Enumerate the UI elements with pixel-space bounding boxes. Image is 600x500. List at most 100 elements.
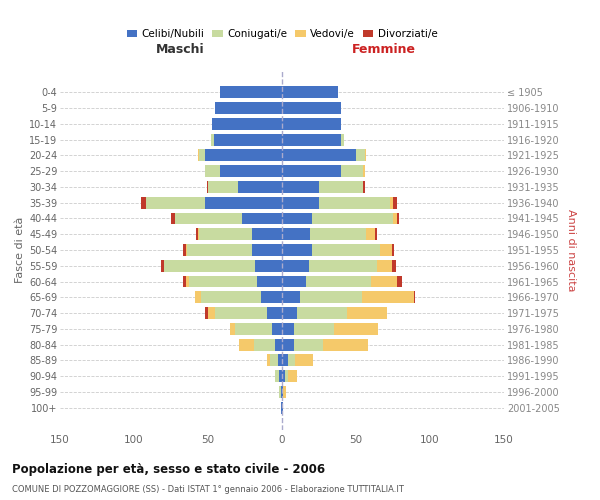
Bar (279, 386, 281, 398)
Bar (211, 134, 214, 145)
Bar (305, 276, 371, 287)
Bar (275, 338, 282, 350)
Bar (261, 292, 282, 303)
Bar (253, 244, 282, 256)
Bar (282, 181, 319, 193)
Bar (142, 197, 146, 208)
Bar (282, 244, 311, 256)
Bar (371, 276, 397, 287)
Bar (392, 260, 396, 272)
Bar (194, 292, 200, 303)
Bar (393, 197, 397, 208)
Bar (220, 165, 282, 177)
Bar (189, 276, 257, 287)
Bar (282, 228, 310, 240)
Bar (279, 370, 282, 382)
Bar (364, 165, 365, 177)
Bar (311, 212, 393, 224)
Bar (282, 292, 300, 303)
Bar (161, 260, 164, 272)
Bar (282, 338, 294, 350)
Bar (365, 150, 367, 162)
Bar (390, 197, 393, 208)
Bar (278, 354, 282, 366)
Bar (257, 276, 282, 287)
Bar (341, 134, 344, 145)
Bar (205, 165, 220, 177)
Bar (397, 212, 399, 224)
Bar (377, 260, 392, 272)
Bar (205, 197, 282, 208)
Bar (242, 212, 282, 224)
Bar (206, 181, 208, 193)
Bar (295, 354, 313, 366)
Bar (275, 370, 279, 382)
Bar (282, 323, 294, 335)
Bar (205, 307, 208, 319)
Bar (215, 102, 282, 114)
Bar (212, 118, 282, 130)
Bar (200, 292, 261, 303)
Bar (282, 370, 285, 382)
Bar (267, 354, 270, 366)
Bar (183, 276, 186, 287)
Bar (282, 260, 308, 272)
Bar (256, 260, 282, 272)
Bar (393, 212, 397, 224)
Bar (235, 323, 272, 335)
Bar (238, 181, 282, 193)
Bar (186, 276, 189, 287)
Bar (367, 228, 375, 240)
Bar (282, 197, 319, 208)
Bar (164, 260, 256, 272)
Bar (300, 292, 362, 303)
Bar (282, 386, 283, 398)
Bar (171, 212, 175, 224)
Bar (272, 323, 282, 335)
Bar (311, 244, 380, 256)
Bar (208, 307, 215, 319)
Bar (183, 244, 186, 256)
Bar (281, 402, 282, 413)
Bar (282, 118, 341, 130)
Bar (397, 276, 402, 287)
Bar (282, 402, 283, 413)
Legend: Celibi/Nubili, Coniugati/e, Vedovi/e, Divorziati/e: Celibi/Nubili, Coniugati/e, Vedovi/e, Di… (122, 25, 442, 43)
Bar (214, 134, 282, 145)
Bar (282, 276, 305, 287)
Bar (282, 134, 341, 145)
Bar (187, 244, 253, 256)
Bar (375, 228, 377, 240)
Bar (230, 323, 235, 335)
Bar (308, 260, 377, 272)
Y-axis label: Fasce di età: Fasce di età (14, 217, 25, 283)
Bar (253, 228, 282, 240)
Bar (220, 86, 282, 98)
Bar (323, 338, 368, 350)
Bar (239, 338, 254, 350)
Bar (196, 228, 197, 240)
Bar (175, 212, 242, 224)
Bar (334, 323, 378, 335)
Bar (282, 354, 288, 366)
Bar (205, 150, 282, 162)
Bar (282, 86, 338, 98)
Bar (294, 338, 323, 350)
Bar (310, 228, 367, 240)
Bar (362, 292, 414, 303)
Bar (208, 181, 238, 193)
Bar (319, 197, 390, 208)
Bar (356, 150, 365, 162)
Bar (294, 323, 334, 335)
Bar (414, 292, 415, 303)
Bar (199, 228, 253, 240)
Bar (199, 150, 205, 162)
Y-axis label: Anni di nascita: Anni di nascita (566, 209, 577, 291)
Bar (288, 354, 295, 366)
Text: Maschi: Maschi (155, 42, 204, 56)
Bar (364, 181, 365, 193)
Text: Popolazione per età, sesso e stato civile - 2006: Popolazione per età, sesso e stato civil… (12, 462, 325, 475)
Bar (282, 307, 297, 319)
Text: COMUNE DI POZZOMAGGIORE (SS) - Dati ISTAT 1° gennaio 2006 - Elaborazione TUTTITA: COMUNE DI POZZOMAGGIORE (SS) - Dati ISTA… (12, 485, 404, 494)
Bar (281, 386, 282, 398)
